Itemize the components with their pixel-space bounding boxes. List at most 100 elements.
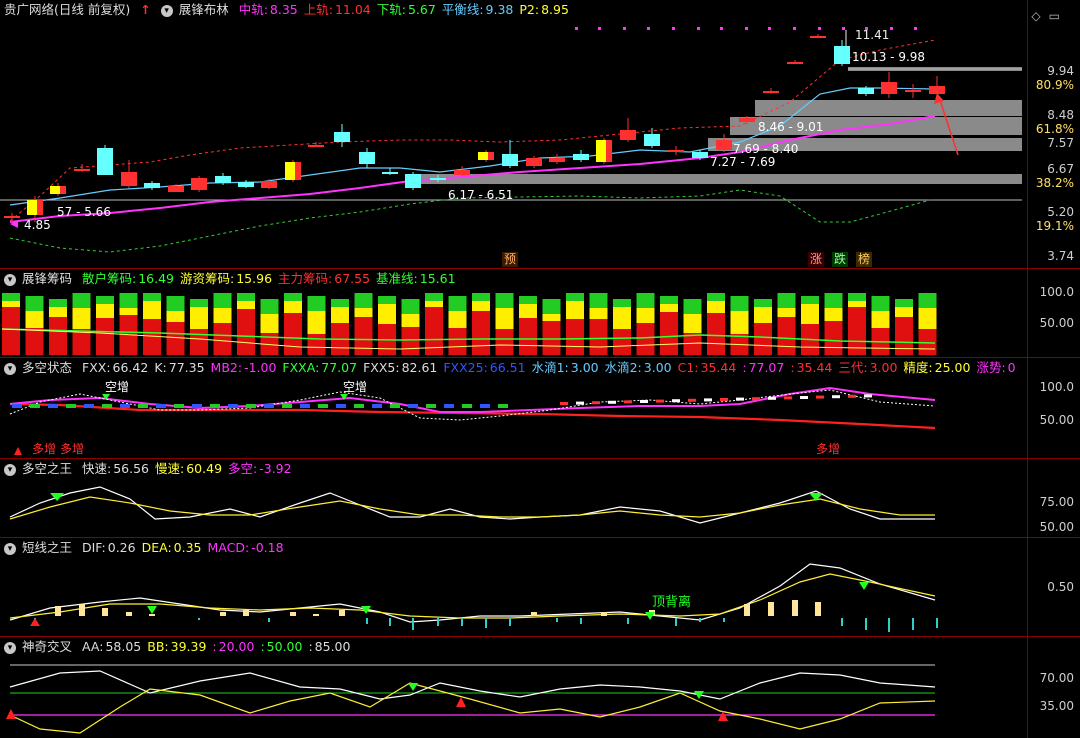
duo-marker-label: 多增	[816, 442, 840, 456]
header-number: 58.05	[105, 639, 142, 654]
candlestick-chart[interactable]: 11.41 10.13 - 9.98 8.46 - 9.01 7.69 - 8.407…	[0, 0, 1030, 268]
macd-bar-down	[485, 618, 487, 628]
main-price-panel[interactable]: 11.41 10.13 - 9.98 8.46 - 9.01 7.69 - 8.40 7…	[0, 0, 1080, 268]
chip-bar-retail	[636, 293, 655, 308]
header-value: FXX: 66.42	[82, 360, 148, 375]
header-number: 3.00	[869, 360, 898, 375]
chip-bar-hot	[143, 301, 161, 319]
chip-bar-retail	[237, 293, 255, 301]
chip-bar-hot	[730, 311, 749, 334]
up-arrow-icon	[456, 697, 466, 707]
candle-body	[382, 172, 398, 174]
fxx25-mark	[246, 404, 256, 408]
header-label: 多空:	[228, 461, 258, 476]
chip-bar-main	[354, 317, 373, 355]
header-label: MB2:	[210, 360, 243, 375]
header-label: :	[308, 639, 313, 654]
header-value: K: 77.35	[154, 360, 204, 375]
header-label: AA:	[82, 639, 104, 654]
indicator-menu-icon[interactable]: ▾	[4, 273, 16, 286]
fxx25-mark	[300, 404, 310, 408]
macd-bar-down	[912, 618, 914, 630]
low-label: 4.85	[24, 218, 51, 232]
chip-bar-main	[190, 329, 208, 355]
header-number: 39.39	[170, 639, 207, 654]
signal-dot	[745, 27, 748, 30]
chip-bar-hot	[284, 301, 302, 313]
macd-bar-down	[389, 618, 391, 626]
macd-bar-up	[531, 612, 537, 616]
drop-mark	[832, 395, 840, 399]
short-chart[interactable]: 顶背离	[0, 538, 1030, 636]
chip-bar-retail	[660, 296, 678, 304]
short-indicator-name[interactable]: 短线之王	[22, 540, 73, 555]
candle-body	[644, 134, 660, 146]
indicator-name[interactable]: 展锋布林	[178, 2, 229, 17]
chip-bar-hot	[871, 311, 890, 328]
header-label: 慢速:	[155, 461, 185, 476]
longshort-panel[interactable]: 空增 空增 多增 多增 多增 ▾ 多空状态 FXX: 66.42 K: 77.35 MB2: -1.…	[0, 358, 1080, 458]
header-value: MB2: -1.00	[211, 360, 277, 375]
chip-bar-hot	[331, 307, 349, 323]
chip-bar-retail	[730, 296, 749, 311]
header-label: BB:	[147, 639, 169, 654]
header-number: 0	[1007, 360, 1016, 375]
fxx25-mark	[120, 404, 130, 408]
header-label: K:	[154, 360, 167, 375]
indicator-menu-icon[interactable]: ▾	[4, 542, 16, 555]
c1-line	[9, 402, 936, 430]
candle-body	[834, 46, 850, 64]
longshort-indicator-name[interactable]: 多空状态	[22, 360, 73, 375]
king-chart[interactable]	[0, 459, 1030, 537]
chip-bar-main	[542, 321, 561, 355]
axis-tick-label: 75.00	[1039, 495, 1074, 509]
indicator-menu-icon[interactable]: ▾	[4, 362, 16, 375]
chips-panel[interactable]: ▾ 展锋筹码 散户筹码: 16.49 游资筹码: 15.96 主力筹码: 67.55 基准线:…	[0, 269, 1080, 357]
fxx25-mark	[84, 404, 94, 408]
chip-bar-retail	[495, 293, 514, 308]
chip-bar-retail	[354, 293, 373, 308]
header-value: 水滴1: 3.00	[532, 360, 599, 375]
range-label: 6.17 - 6.51	[448, 188, 513, 202]
chip-bar-hot	[472, 301, 490, 311]
chip-bar-hot	[754, 307, 772, 323]
cross-chart[interactable]	[0, 637, 1030, 738]
header-label: :	[212, 639, 217, 654]
stock-title[interactable]: 贵广网络(日线 前复权)	[4, 2, 131, 17]
indicator-menu-icon[interactable]: ▾	[4, 463, 16, 476]
cross-indicator-name[interactable]: 神奇交叉	[22, 639, 73, 654]
header-value: 主力筹码: 67.55	[278, 271, 370, 286]
signal-dot	[598, 27, 601, 30]
drop-mark	[560, 402, 568, 405]
chip-bar-retail	[589, 293, 608, 308]
tag-die: 跌	[832, 252, 849, 267]
candle-body	[478, 152, 494, 160]
chip-bar-hot	[707, 301, 725, 313]
macd-bar-up	[55, 606, 61, 616]
axis-tick-label: 80.9%	[1035, 78, 1074, 92]
baseline-line	[1, 328, 936, 344]
chip-bar-hot	[2, 301, 20, 307]
king-indicator-name[interactable]: 多空之王	[22, 461, 73, 476]
chips-chart[interactable]	[0, 269, 1030, 357]
fxx25-mark	[498, 404, 508, 408]
short-panel[interactable]: 顶背离 ▾ 短线之王 DIF: 0.26 DEA: 0.35 MACD: -0.18 0.5…	[0, 538, 1080, 636]
king-panel[interactable]: ▾ 多空之王 快速: 56.56 慢速: 60.49 多空: -3.92 75.00 50.0…	[0, 459, 1080, 537]
chip-bar-retail	[895, 299, 913, 307]
indicator-menu-icon[interactable]: ▾	[4, 641, 16, 654]
candle-body	[502, 154, 518, 166]
indicator-menu-icon[interactable]: ▾	[160, 4, 173, 17]
chip-bar-retail	[49, 299, 67, 307]
window-controls[interactable]: ◇▭	[1031, 9, 1068, 23]
fxx25-mark	[102, 404, 112, 408]
diamond-icon[interactable]: ◇	[1031, 9, 1049, 23]
cross-panel[interactable]: ▾ 神奇交叉 AA: 58.05 BB: 39.39:20.00:50.00:85.00…	[0, 637, 1080, 738]
axis-tick-label: 70.00	[1039, 671, 1074, 685]
tag-bang: 榜	[856, 252, 873, 267]
chips-indicator-name[interactable]: 展锋筹码	[22, 271, 73, 286]
drop-mark	[784, 396, 792, 400]
window-small-icon[interactable]: ▭	[1048, 9, 1068, 23]
fxx25-mark	[12, 404, 22, 408]
chip-bar-retail	[25, 296, 44, 311]
